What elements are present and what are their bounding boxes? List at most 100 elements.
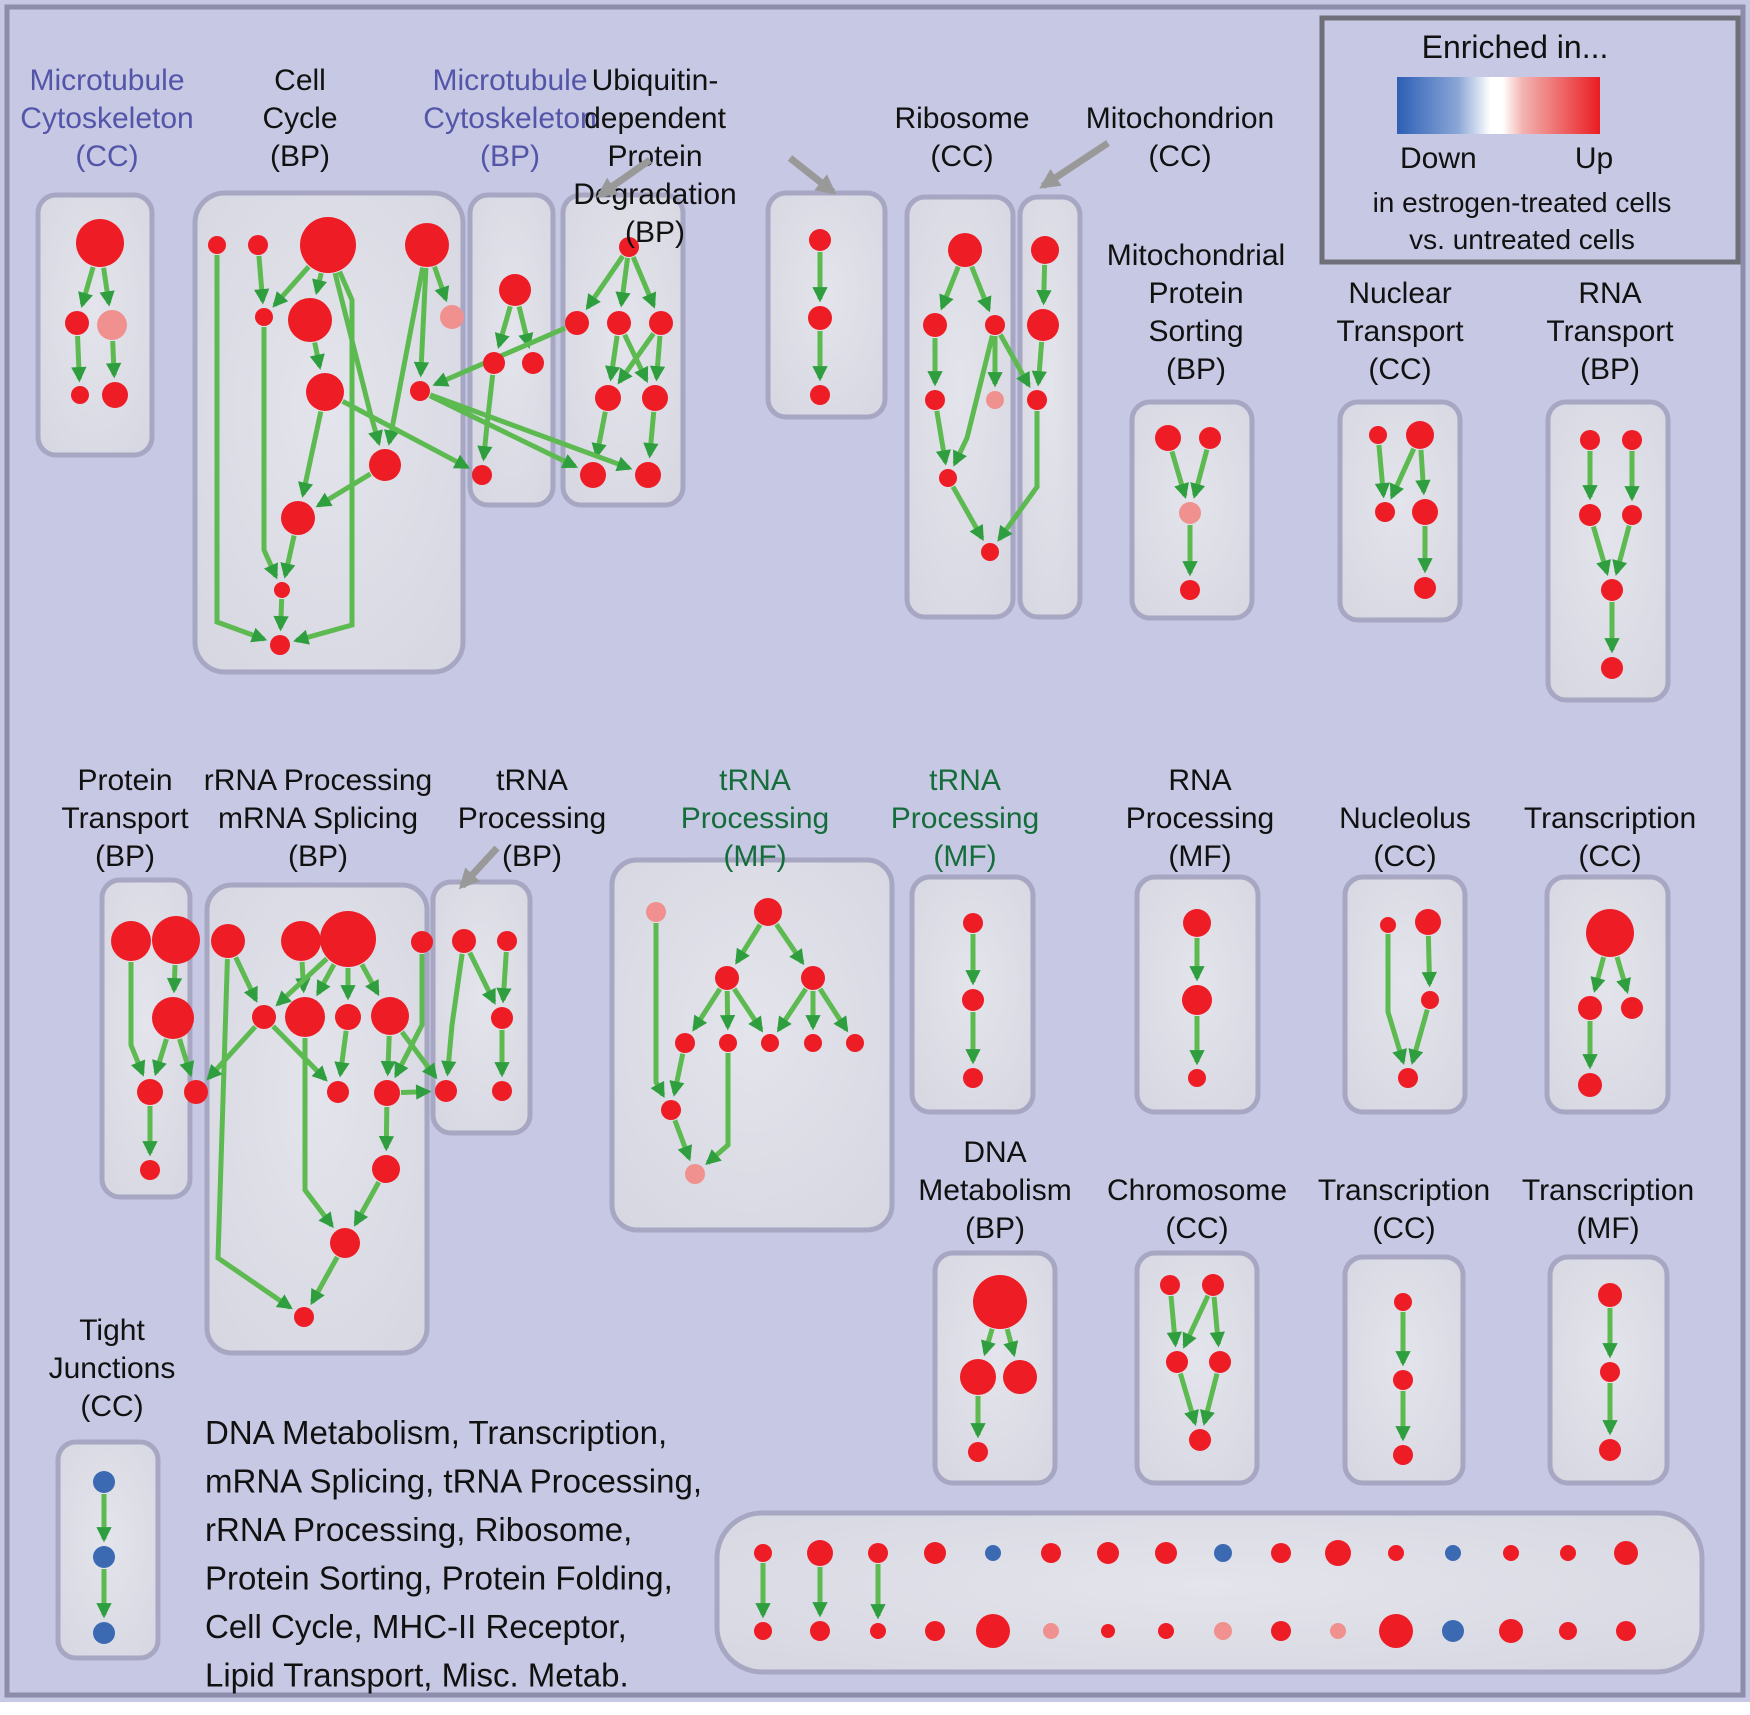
go-term-node <box>1043 1623 1059 1639</box>
regulation-arrow <box>1590 956 1606 993</box>
go-term-node <box>288 298 332 342</box>
go-term-node <box>968 1442 988 1462</box>
go-term-node <box>281 921 321 961</box>
go-term-node <box>1271 1543 1291 1563</box>
regulation-arrow <box>293 270 355 645</box>
regulation-arrow <box>817 987 849 1033</box>
go-term-node <box>1027 309 1059 341</box>
regulation-arrow <box>99 267 115 307</box>
go-term-node <box>1158 1623 1174 1639</box>
regulation-arrow <box>1190 448 1210 499</box>
regulation-arrow <box>591 411 608 459</box>
legend-box <box>1319 15 1741 265</box>
regulation-arrow <box>1182 1294 1211 1349</box>
go-term-node <box>619 237 639 257</box>
regulation-arrow <box>605 335 621 382</box>
regulation-arrow <box>353 1180 381 1227</box>
go-term-node <box>1586 909 1634 957</box>
go-term-node <box>1560 1545 1576 1561</box>
legend-subtitle-1: in estrogen-treated cells <box>1373 187 1672 218</box>
go-term-node <box>925 1621 945 1641</box>
go-term-node <box>1415 909 1441 935</box>
regulation-arrow <box>969 265 992 313</box>
go-term-node <box>1380 917 1396 933</box>
regulation-arrow <box>334 1030 350 1078</box>
regulation-arrow <box>630 256 657 309</box>
go-term-node <box>963 1068 983 1088</box>
go-term-node <box>1189 1429 1211 1451</box>
go-term-node <box>1559 1622 1577 1640</box>
go-term-node <box>1600 1362 1620 1382</box>
go-term-node <box>371 997 409 1035</box>
cluster-label: tRNA Processing (BP) <box>458 764 606 873</box>
go-term-node <box>327 1081 349 1103</box>
go-term-node <box>330 1228 360 1258</box>
go-term-node <box>248 235 268 255</box>
go-term-node <box>208 236 226 254</box>
go-term-node <box>963 913 983 933</box>
go-term-node <box>372 1155 400 1183</box>
regulation-arrow <box>332 272 383 447</box>
regulation-arrow <box>615 257 631 308</box>
regulation-arrow <box>1421 935 1437 988</box>
go-term-node <box>925 390 945 410</box>
regulation-arrow <box>272 265 311 308</box>
regulation-arrow <box>302 1038 334 1229</box>
go-term-node <box>300 217 356 273</box>
regulation-arrow <box>732 987 764 1033</box>
regulation-arrow <box>1169 450 1189 499</box>
go-term-node <box>1388 1545 1404 1561</box>
go-term-node <box>1202 1274 1224 1296</box>
go-term-node <box>1180 580 1200 600</box>
regulation-arrow <box>275 956 329 1007</box>
go-term-node <box>483 352 505 374</box>
go-term-node <box>565 311 589 335</box>
go-term-node <box>452 929 476 953</box>
cluster-label: rRNA Processing mRNA Splicing (BP) <box>204 764 432 873</box>
go-term-node <box>1394 1293 1412 1311</box>
regulation-arrow <box>105 340 122 379</box>
go-term-node <box>140 1160 160 1180</box>
go-term-node <box>754 1544 772 1562</box>
go-term-node <box>492 1081 512 1101</box>
regulation-arrow <box>649 335 666 382</box>
go-term-node <box>948 233 982 267</box>
label-pointer-arrow <box>596 157 653 198</box>
go-term-node <box>281 501 315 535</box>
regulation-arrow <box>494 305 513 349</box>
go-term-node <box>761 1034 779 1052</box>
regulation-arrow <box>309 342 325 370</box>
regulation-arrow <box>152 1038 169 1077</box>
go-term-node <box>491 1007 513 1029</box>
cluster-label: Transcription (CC) <box>1318 1174 1490 1245</box>
go-term-node <box>335 1004 361 1030</box>
regulation-arrow <box>233 956 259 1003</box>
regulation-arrow <box>617 332 656 385</box>
go-term-node <box>976 1614 1010 1648</box>
go-term-node <box>184 1080 208 1104</box>
go-term-node <box>1406 421 1434 449</box>
cluster-box-nucl <box>1342 874 1468 1115</box>
regulation-arrow <box>672 1119 693 1162</box>
regulation-arrow <box>1031 341 1047 387</box>
label-pointer-arrow <box>787 155 837 195</box>
regulation-arrow <box>1415 449 1431 496</box>
go-term-node <box>306 373 344 411</box>
regulation-arrow <box>254 255 270 305</box>
go-term-node <box>1445 1545 1461 1561</box>
go-term-node <box>1393 1370 1413 1390</box>
regulation-arrow <box>295 961 311 994</box>
regulation-arrow <box>380 1035 396 1077</box>
go-term-node <box>294 1307 314 1327</box>
go-term-node <box>1166 1351 1188 1373</box>
cross-cluster-arrow <box>997 411 1040 542</box>
go-term-node <box>1599 1439 1621 1461</box>
go-term-node <box>1601 579 1623 601</box>
go-term-node <box>661 1100 681 1120</box>
cluster-label: Protein Transport (BP) <box>61 764 189 873</box>
cluster-label: tRNA Processing (MF) <box>891 764 1039 873</box>
go-term-node <box>1027 390 1047 410</box>
go-term-node <box>270 635 290 655</box>
